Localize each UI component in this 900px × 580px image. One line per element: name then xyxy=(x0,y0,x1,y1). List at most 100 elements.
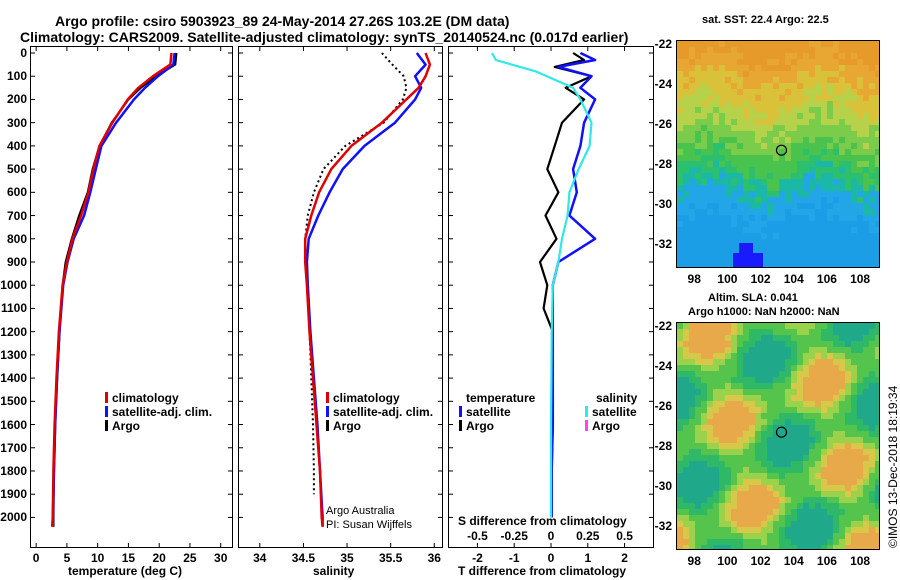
map-cell xyxy=(749,191,755,197)
map-cell xyxy=(779,83,785,89)
map-cell xyxy=(677,371,683,377)
sla-lon-tick-label: 104 xyxy=(783,554,804,568)
map-cell xyxy=(827,539,833,545)
map-cell xyxy=(809,239,815,245)
map-cell xyxy=(701,191,707,197)
map-cell xyxy=(875,95,879,101)
map-cell xyxy=(857,47,863,53)
map-cell xyxy=(743,353,749,359)
map-cell xyxy=(749,449,755,455)
map-cell xyxy=(761,329,767,335)
map-cell xyxy=(809,527,815,533)
map-cell xyxy=(851,41,857,47)
map-cell xyxy=(731,143,737,149)
map-cell xyxy=(701,233,707,239)
map-cell xyxy=(695,83,701,89)
map-cell xyxy=(683,41,689,47)
map-cell xyxy=(875,509,879,515)
map-cell xyxy=(785,341,791,347)
map-cell xyxy=(689,341,695,347)
map-cell xyxy=(785,53,791,59)
map-cell xyxy=(683,209,689,215)
map-cell xyxy=(689,449,695,455)
map-cell xyxy=(683,47,689,53)
map-cell xyxy=(689,257,695,263)
map-cell xyxy=(683,257,689,263)
map-cell xyxy=(719,425,725,431)
map-cell xyxy=(725,485,731,491)
map-cell xyxy=(725,383,731,389)
map-cell xyxy=(809,467,815,473)
map-cell xyxy=(737,341,743,347)
map-cell xyxy=(773,143,779,149)
map-cell xyxy=(713,191,719,197)
map-cell xyxy=(767,419,773,425)
map-cell xyxy=(719,413,725,419)
map-cell xyxy=(845,353,851,359)
map-cell xyxy=(737,227,743,233)
map-cell xyxy=(767,467,773,473)
map-cell xyxy=(731,101,737,107)
map-cell xyxy=(755,377,761,383)
map-cell xyxy=(689,185,695,191)
map-cell xyxy=(749,461,755,467)
map-cell xyxy=(785,473,791,479)
map-cell xyxy=(707,341,713,347)
map-cell xyxy=(767,353,773,359)
map-cell xyxy=(737,143,743,149)
map-cell xyxy=(707,467,713,473)
map-cell xyxy=(683,77,689,83)
map-cell xyxy=(701,341,707,347)
map-cell xyxy=(827,59,833,65)
map-cell xyxy=(833,413,839,419)
map-cell xyxy=(743,443,749,449)
map-cell xyxy=(749,527,755,533)
map-cell xyxy=(695,509,701,515)
sst-map-title: sat. SST: 22.4 Argo: 22.5 xyxy=(702,14,829,26)
map-cell xyxy=(797,335,803,341)
map-cell xyxy=(689,431,695,437)
map-cell xyxy=(689,119,695,125)
map-cell xyxy=(845,461,851,467)
map-cell xyxy=(737,443,743,449)
map-cell xyxy=(719,539,725,545)
map-cell xyxy=(857,167,863,173)
map-cell xyxy=(869,437,875,443)
map-cell xyxy=(689,233,695,239)
map-cell xyxy=(809,143,815,149)
map-cell xyxy=(797,407,803,413)
map-cell xyxy=(869,185,875,191)
map-cell xyxy=(797,137,803,143)
depth-tick-label: 1500 xyxy=(0,394,27,409)
map-cell xyxy=(767,509,773,515)
map-cell xyxy=(677,107,683,113)
map-cell xyxy=(677,347,683,353)
map-cell xyxy=(851,197,857,203)
map-cell xyxy=(701,89,707,95)
map-cell xyxy=(833,197,839,203)
map-cell xyxy=(809,101,815,107)
map-cell xyxy=(701,545,707,549)
map-cell xyxy=(809,413,815,419)
map-cell xyxy=(863,467,869,473)
map-cell xyxy=(875,143,879,149)
map-cell xyxy=(857,71,863,77)
map-cell xyxy=(833,209,839,215)
map-cell xyxy=(701,227,707,233)
map-cell xyxy=(833,443,839,449)
map-cell xyxy=(725,389,731,395)
sla-lon-tick-label: 98 xyxy=(687,554,701,568)
map-cell xyxy=(827,395,833,401)
map-cell xyxy=(695,113,701,119)
map-cell xyxy=(839,413,845,419)
map-cell xyxy=(743,395,749,401)
map-cell xyxy=(809,245,815,251)
map-cell xyxy=(749,239,755,245)
map-cell xyxy=(791,425,797,431)
map-cell xyxy=(719,197,725,203)
x-tick-label: 15 xyxy=(122,551,136,565)
map-cell xyxy=(797,365,803,371)
map-cell xyxy=(713,59,719,65)
map-cell xyxy=(767,263,773,267)
map-cell xyxy=(725,131,731,137)
